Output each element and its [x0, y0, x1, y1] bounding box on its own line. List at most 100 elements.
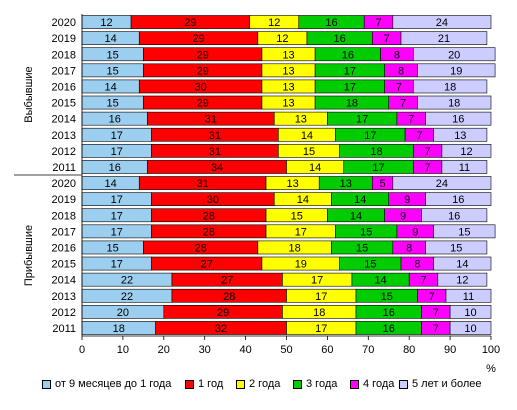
- legend-swatch: [236, 379, 245, 389]
- data-label: 14: [374, 275, 386, 287]
- data-label: 34: [211, 162, 223, 174]
- data-label: 9: [404, 194, 410, 206]
- data-label: 16: [342, 49, 354, 61]
- data-label: 13: [282, 98, 294, 110]
- x-tick-label: 10: [117, 344, 129, 356]
- data-label: 20: [448, 49, 460, 61]
- data-label: 14: [297, 194, 309, 206]
- data-label: 21: [438, 33, 450, 45]
- data-label: 7: [425, 162, 431, 174]
- data-label: 15: [107, 98, 119, 110]
- legend-label: 5 лет и более: [412, 378, 482, 390]
- x-tick-label: 40: [239, 344, 251, 356]
- group-label: Прибывшие: [23, 225, 35, 286]
- data-label: 17: [315, 323, 327, 335]
- x-axis-label: %: [486, 363, 496, 375]
- data-label: 13: [454, 130, 466, 142]
- category-label: 2020: [52, 17, 76, 29]
- data-label: 10: [464, 323, 476, 335]
- data-label: 8: [398, 65, 404, 77]
- category-label: 2011: [52, 323, 76, 335]
- data-label: 15: [356, 242, 368, 254]
- category-label: 2018: [52, 49, 76, 61]
- data-label: 7: [420, 275, 426, 287]
- data-label: 16: [452, 194, 464, 206]
- data-label: 27: [221, 275, 233, 287]
- category-label: 2015: [52, 259, 76, 271]
- legend-item-series-1: от 9 месяцев до 1 года: [42, 378, 171, 390]
- x-tick-label: 80: [403, 344, 415, 356]
- data-label: 14: [301, 130, 313, 142]
- data-label: 17: [344, 81, 356, 93]
- data-label: 22: [121, 275, 133, 287]
- data-label: 16: [334, 33, 346, 45]
- data-label: 24: [436, 178, 448, 190]
- data-label: 31: [209, 146, 221, 158]
- data-label: 29: [197, 98, 209, 110]
- chart-legend: от 9 месяцев до 1 года 1 год 2 года 3 го…: [42, 378, 512, 394]
- data-label: 14: [456, 259, 468, 271]
- data-label: 18: [370, 146, 382, 158]
- category-label: 2013: [52, 130, 76, 142]
- data-label: 16: [383, 323, 395, 335]
- bar-segment: [417, 63, 496, 78]
- data-label: 29: [192, 33, 204, 45]
- data-label: 28: [223, 291, 235, 303]
- data-label: 8: [414, 259, 420, 271]
- data-label: 15: [381, 291, 393, 303]
- data-label: 13: [295, 114, 307, 126]
- legend-item-series-2: 1 год: [185, 378, 223, 390]
- data-label: 18: [113, 323, 125, 335]
- bar-segment: [449, 304, 492, 319]
- data-label: 14: [105, 81, 117, 93]
- data-label: 15: [107, 242, 119, 254]
- data-label: 17: [344, 65, 356, 77]
- data-label: 7: [384, 33, 390, 45]
- data-label: 13: [287, 178, 299, 190]
- bar-segment: [425, 192, 492, 207]
- data-label: 12: [460, 146, 472, 158]
- data-label: 32: [215, 323, 227, 335]
- x-tick-label: 70: [362, 344, 374, 356]
- data-label: 29: [184, 17, 196, 29]
- data-label: 7: [408, 114, 414, 126]
- x-tick-label: 0: [79, 344, 85, 356]
- data-label: 16: [325, 17, 337, 29]
- bar-segment: [425, 111, 492, 126]
- data-label: 7: [425, 146, 431, 158]
- bar-segment: [433, 224, 496, 239]
- data-label: 7: [429, 291, 435, 303]
- data-label: 15: [303, 146, 315, 158]
- bar-segment: [392, 15, 492, 29]
- data-label: 15: [364, 259, 376, 271]
- data-label: 9: [412, 226, 418, 238]
- x-tick-label: 90: [444, 344, 456, 356]
- data-label: 7: [433, 323, 439, 335]
- data-label: 16: [448, 210, 460, 222]
- data-label: 17: [111, 226, 123, 238]
- category-label: 2017: [52, 226, 76, 238]
- data-label: 13: [340, 178, 352, 190]
- category-label: 2016: [52, 242, 76, 254]
- data-label: 7: [400, 98, 406, 110]
- category-label: 2019: [52, 194, 76, 206]
- data-label: 16: [383, 307, 395, 319]
- data-label: 15: [291, 210, 303, 222]
- data-label: 13: [282, 65, 294, 77]
- x-tick-label: 100: [482, 344, 500, 356]
- data-label: 7: [396, 81, 402, 93]
- bar-segment: [421, 208, 488, 223]
- data-label: 14: [105, 33, 117, 45]
- data-label: 13: [282, 81, 294, 93]
- legend-swatch: [42, 379, 51, 389]
- legend-label: от 9 месяцев до 1 года: [55, 378, 172, 390]
- category-label: 2016: [52, 81, 76, 93]
- data-label: 30: [194, 81, 206, 93]
- data-label: 22: [121, 291, 133, 303]
- data-label: 12: [100, 17, 112, 29]
- data-label: 18: [448, 98, 460, 110]
- data-label: 24: [436, 17, 448, 29]
- x-tick-label: 20: [158, 344, 170, 356]
- category-label: 2019: [52, 33, 76, 45]
- data-label: 17: [111, 146, 123, 158]
